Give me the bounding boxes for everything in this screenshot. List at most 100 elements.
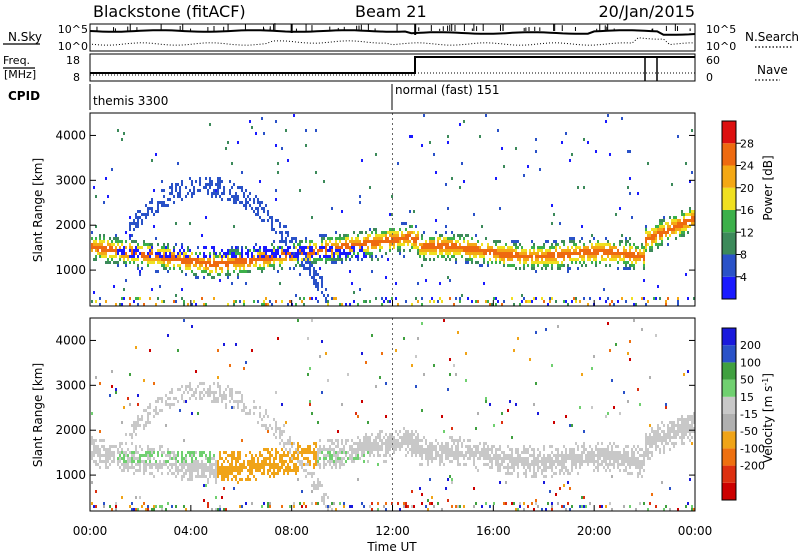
heatmap-cell bbox=[137, 415, 139, 418]
heatmap-cell bbox=[103, 201, 105, 204]
heatmap-cell bbox=[269, 264, 271, 267]
heatmap-cell bbox=[189, 397, 191, 400]
heatmap-cell bbox=[561, 264, 563, 267]
heatmap-cell bbox=[93, 451, 95, 454]
heatmap-cell bbox=[293, 237, 295, 240]
heatmap-cell bbox=[239, 267, 241, 270]
heatmap-cell bbox=[441, 243, 443, 246]
heatmap-cell bbox=[119, 451, 121, 454]
heatmap-cell bbox=[209, 469, 211, 472]
heatmap-cell bbox=[545, 460, 547, 463]
heatmap-cell bbox=[563, 460, 565, 463]
heatmap-cell bbox=[577, 246, 579, 249]
heatmap-cell bbox=[665, 439, 667, 442]
heatmap-cell bbox=[405, 234, 407, 237]
heatmap-cell bbox=[643, 249, 645, 252]
heatmap-cell bbox=[247, 469, 249, 472]
heatmap-cell bbox=[337, 246, 339, 249]
heatmap-cell bbox=[677, 430, 679, 433]
heatmap-cell bbox=[641, 460, 643, 463]
heatmap-cell bbox=[353, 300, 355, 303]
heatmap-cell bbox=[263, 261, 265, 264]
heatmap-cell bbox=[137, 264, 139, 267]
heatmap-cell bbox=[291, 255, 293, 258]
heatmap-cell bbox=[683, 231, 685, 234]
heatmap-cell bbox=[487, 249, 489, 252]
heatmap-cell bbox=[667, 430, 669, 433]
heatmap-cell bbox=[211, 246, 213, 249]
heatmap-cell bbox=[403, 234, 405, 237]
heatmap-cell bbox=[475, 427, 477, 430]
heatmap-cell bbox=[541, 457, 543, 460]
heatmap-cell bbox=[275, 424, 277, 427]
heatmap-cell bbox=[171, 457, 173, 460]
heatmap-cell bbox=[185, 258, 187, 261]
heatmap-cell bbox=[489, 505, 491, 508]
heatmap-cell bbox=[409, 442, 411, 445]
heatmap-cell bbox=[123, 451, 125, 454]
heatmap-cell bbox=[619, 469, 621, 472]
heatmap-cell bbox=[313, 484, 315, 487]
heatmap-cell bbox=[361, 454, 363, 457]
heatmap-cell bbox=[429, 300, 431, 303]
heatmap-cell bbox=[269, 460, 271, 463]
heatmap-cell bbox=[301, 264, 303, 267]
heatmap-cell bbox=[241, 463, 243, 466]
heatmap-cell bbox=[607, 463, 609, 466]
heatmap-cell bbox=[371, 231, 373, 234]
heatmap-cell bbox=[127, 258, 129, 261]
heatmap-cell bbox=[433, 448, 435, 451]
heatmap-cell bbox=[359, 445, 361, 448]
station-title: Blackstone (fitACF) bbox=[93, 2, 246, 21]
heatmap-cell bbox=[423, 451, 425, 454]
heatmap-cell bbox=[625, 252, 627, 255]
heatmap-cell bbox=[605, 252, 607, 255]
heatmap-cell bbox=[325, 240, 327, 243]
heatmap-cell bbox=[575, 261, 577, 264]
heatmap-cell bbox=[141, 222, 143, 225]
heatmap-cell bbox=[325, 255, 327, 258]
heatmap-cell bbox=[175, 454, 177, 457]
heatmap-cell bbox=[589, 249, 591, 252]
heatmap-cell bbox=[221, 400, 223, 403]
heatmap-cell bbox=[259, 406, 261, 409]
heatmap-cell bbox=[495, 261, 497, 264]
heatmap-cell bbox=[683, 427, 685, 430]
heatmap-cell bbox=[425, 448, 427, 451]
heatmap-cell bbox=[129, 225, 131, 228]
heatmap-cell bbox=[255, 478, 257, 481]
heatmap-cell bbox=[153, 505, 155, 508]
heatmap-cell bbox=[581, 264, 583, 267]
heatmap-cell bbox=[553, 213, 555, 216]
heatmap-cell bbox=[595, 261, 597, 264]
heatmap-cell bbox=[551, 267, 553, 270]
heatmap-cell bbox=[661, 231, 663, 234]
heatmap-cell bbox=[633, 255, 635, 258]
heatmap-cell bbox=[103, 255, 105, 258]
heatmap-cell bbox=[477, 261, 479, 264]
heatmap-cell bbox=[263, 303, 265, 306]
heatmap-cell bbox=[333, 243, 335, 246]
heatmap-cell bbox=[379, 234, 381, 237]
sky-tick-high: 10^5 bbox=[58, 23, 88, 36]
heatmap-cell bbox=[363, 237, 365, 240]
heatmap-cell bbox=[139, 246, 141, 249]
heatmap-cell bbox=[253, 406, 255, 409]
heatmap-cell bbox=[285, 255, 287, 258]
heatmap-cell bbox=[451, 478, 453, 481]
heatmap-cell bbox=[597, 460, 599, 463]
heatmap-cell bbox=[629, 358, 631, 361]
heatmap-cell bbox=[259, 180, 261, 183]
heatmap-cell bbox=[523, 460, 525, 463]
heatmap-cell bbox=[457, 505, 459, 508]
heatmap-cell bbox=[309, 460, 311, 463]
heatmap-cell bbox=[237, 258, 239, 261]
heatmap-cell bbox=[329, 237, 331, 240]
heatmap-cell bbox=[181, 451, 183, 454]
heatmap-cell bbox=[595, 454, 597, 457]
heatmap-cell bbox=[189, 454, 191, 457]
heatmap-cell bbox=[563, 466, 565, 469]
heatmap-cell bbox=[327, 243, 329, 246]
heatmap-cell bbox=[135, 469, 137, 472]
heatmap-cell bbox=[557, 252, 559, 255]
